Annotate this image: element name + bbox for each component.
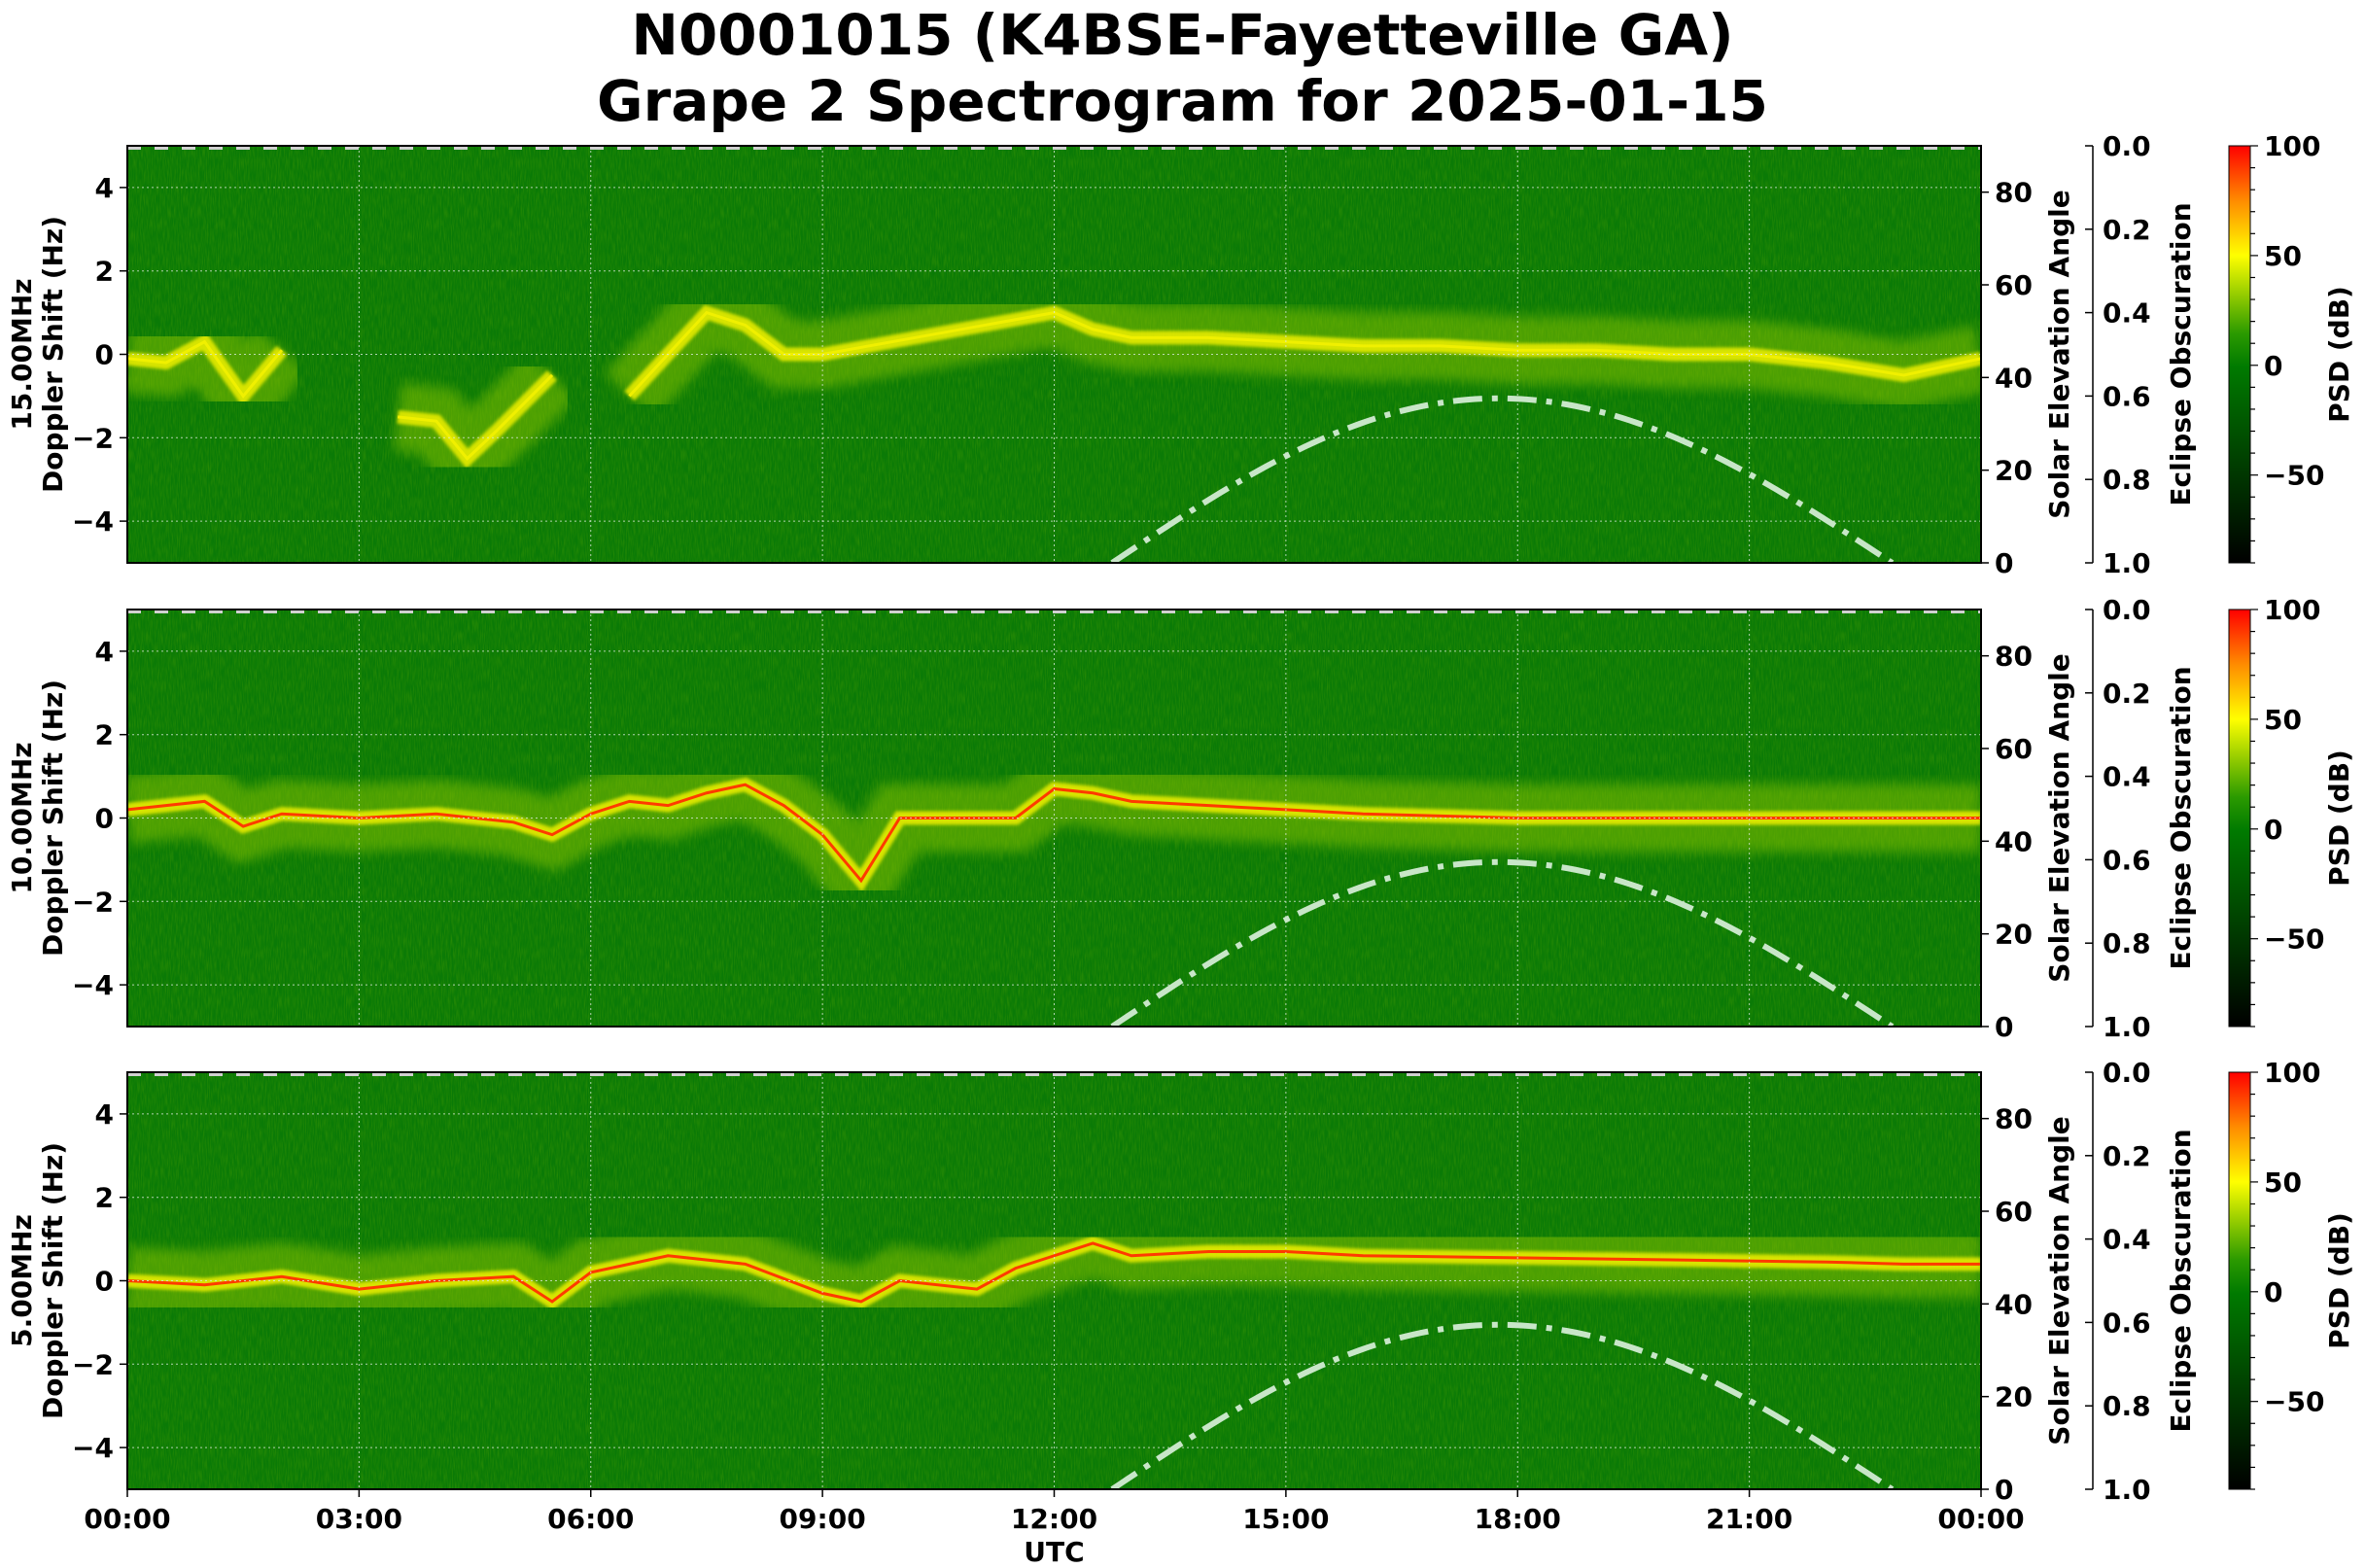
eclipse-tick-label: 0.4: [2103, 761, 2151, 793]
solar-elevation-tick-label: 60: [1995, 1196, 2033, 1228]
y-tick-label: 2: [95, 719, 114, 751]
doppler-trace: [127, 1241, 1981, 1304]
solar-elevation-axis-label: Solar Elevation Angle: [2043, 653, 2075, 982]
colorbar-tick-label: 0: [2264, 350, 2282, 382]
colorbar-label: PSD (dB): [2323, 749, 2355, 887]
eclipse-tick-label: 0.8: [2103, 464, 2151, 496]
colorbar: [2228, 145, 2251, 564]
y-tick-label: −2: [72, 422, 114, 454]
solar-elevation-tick-label: 40: [1995, 825, 2033, 857]
colorbar: [2228, 1071, 2251, 1490]
eclipse-tick-label: 1.0: [2103, 547, 2151, 579]
solar-elevation-axis-label: Solar Elevation Angle: [2043, 1116, 2075, 1445]
y-tick-label: 4: [95, 636, 114, 668]
eclipse-tick-label: 0.8: [2103, 1390, 2151, 1422]
colorbar-tick-label: 100: [2264, 594, 2320, 626]
eclipse-tick-label: 0.2: [2103, 678, 2151, 710]
doppler-trace: [127, 783, 1981, 884]
solar-elevation-axis-label: Solar Elevation Angle: [2043, 190, 2075, 518]
solar-elevation-tick-label: 20: [1995, 919, 2033, 951]
solar-elevation-tick-label: 20: [1995, 1381, 2033, 1413]
eclipse-tick-label: 1.0: [2103, 1011, 2151, 1043]
y-axis-label: Doppler Shift (Hz): [37, 679, 69, 957]
colorbar-tick-label: 0: [2264, 1276, 2282, 1308]
colorbar-tick-label: 50: [2264, 704, 2302, 736]
solar-elevation-tick-label: 80: [1995, 177, 2033, 209]
panel-5mhz: 420−2−45.00MHz Doppler Shift (Hz)80604020…: [6, 1057, 2355, 1506]
y-tick-label: 4: [95, 172, 114, 204]
eclipse-tick-label: 0.0: [2103, 1057, 2151, 1089]
solar-elevation-tick-label: 60: [1995, 269, 2033, 301]
eclipse-tick-label: 0.8: [2103, 927, 2151, 959]
solar-elevation-tick-label: 0: [1995, 547, 2013, 579]
eclipse-axis-label: Eclipse Obscuration: [2165, 1129, 2197, 1432]
colorbar: [2228, 609, 2251, 1028]
solar-elevation-tick-label: 40: [1995, 362, 2033, 394]
colorbar-tick-label: 100: [2264, 1057, 2320, 1089]
y-axis-label-frequency: 5.00MHz: [6, 1214, 38, 1347]
colorbar-tick-label: 50: [2264, 240, 2302, 272]
eclipse-tick-label: 0.6: [2103, 380, 2151, 412]
solar-elevation-tick-label: 0: [1995, 1474, 2013, 1506]
figure-title-line1: N0001015 (K4BSE-Fayetteville GA): [631, 2, 1734, 68]
y-tick-label: 2: [95, 1182, 114, 1214]
solar-elevation-tick-label: 60: [1995, 733, 2033, 765]
x-tick-label: 21:00: [1706, 1503, 1792, 1535]
eclipse-axis-label: Eclipse Obscuration: [2165, 666, 2197, 969]
eclipse-tick-label: 0.2: [2103, 214, 2151, 246]
y-tick-label: −4: [72, 505, 114, 538]
colorbar-tick-label: 100: [2264, 130, 2320, 162]
x-axis-label: UTC: [1024, 1536, 1084, 1568]
figure-title-line2: Grape 2 Spectrogram for 2025-01-15: [597, 68, 1768, 134]
panel-15mhz: 420−2−415.00MHz Doppler Shift (Hz)8060402…: [6, 130, 2355, 579]
x-tick-label: 03:00: [316, 1503, 402, 1535]
x-tick-label: 09:00: [780, 1503, 866, 1535]
y-axis-label-frequency: 15.00MHz: [6, 278, 38, 430]
solar-elevation-tick-label: 40: [1995, 1288, 2033, 1320]
x-axis: 00:00 03:00 06:00 09:00 12:00 15:00 18:00 21:00…: [84, 1489, 2025, 1568]
y-tick-label: 4: [95, 1098, 114, 1131]
y-axis-label-frequency: 10.00MHz: [6, 742, 38, 893]
solar-elevation-tick-label: 20: [1995, 455, 2033, 487]
eclipse-tick-label: 0.4: [2103, 1224, 2151, 1256]
y-axis-label: Doppler Shift (Hz): [37, 1142, 69, 1419]
colorbar-tick-label: −50: [2264, 923, 2324, 956]
x-tick-label: 15:00: [1242, 1503, 1329, 1535]
x-tick-label: 06:00: [547, 1503, 634, 1535]
eclipse-axis-label: Eclipse Obscuration: [2165, 202, 2197, 505]
colorbar-tick-label: −50: [2264, 1386, 2324, 1418]
eclipse-tick-label: 0.6: [2103, 844, 2151, 876]
x-tick-label: 12:00: [1011, 1503, 1097, 1535]
colorbar-tick-label: 0: [2264, 814, 2282, 846]
eclipse-tick-label: 0.4: [2103, 297, 2151, 330]
y-tick-label: −4: [72, 969, 114, 1001]
x-tick-label: 18:00: [1475, 1503, 1561, 1535]
eclipse-tick-label: 0.0: [2103, 594, 2151, 626]
y-tick-label: 0: [95, 1266, 114, 1298]
panel-10mhz: 420−2−410.00MHz Doppler Shift (Hz)8060402…: [6, 594, 2355, 1043]
solar-elevation-tick-label: 80: [1995, 641, 2033, 673]
eclipse-tick-label: 1.0: [2103, 1474, 2151, 1506]
eclipse-tick-label: 0.6: [2103, 1307, 2151, 1339]
y-tick-label: 0: [95, 339, 114, 371]
x-tick-label: 00:00: [1937, 1503, 2024, 1535]
y-tick-label: 2: [95, 256, 114, 288]
colorbar-tick-label: 50: [2264, 1167, 2302, 1199]
solar-elevation-tick-label: 80: [1995, 1103, 2033, 1135]
y-tick-label: −2: [72, 1348, 114, 1380]
colorbar-label: PSD (dB): [2323, 1212, 2355, 1349]
colorbar-label: PSD (dB): [2323, 286, 2355, 423]
y-axis-label: Doppler Shift (Hz): [37, 216, 69, 493]
x-tick-label: 00:00: [84, 1503, 170, 1535]
doppler-trace: [397, 373, 554, 461]
colorbar-tick-label: −50: [2264, 460, 2324, 492]
y-tick-label: −4: [72, 1432, 114, 1464]
y-tick-label: 0: [95, 803, 114, 835]
solar-elevation-tick-label: 0: [1995, 1011, 2013, 1043]
eclipse-tick-label: 0.2: [2103, 1140, 2151, 1172]
doppler-trace: [127, 339, 284, 399]
y-tick-label: −2: [72, 886, 114, 918]
eclipse-tick-label: 0.0: [2103, 130, 2151, 162]
